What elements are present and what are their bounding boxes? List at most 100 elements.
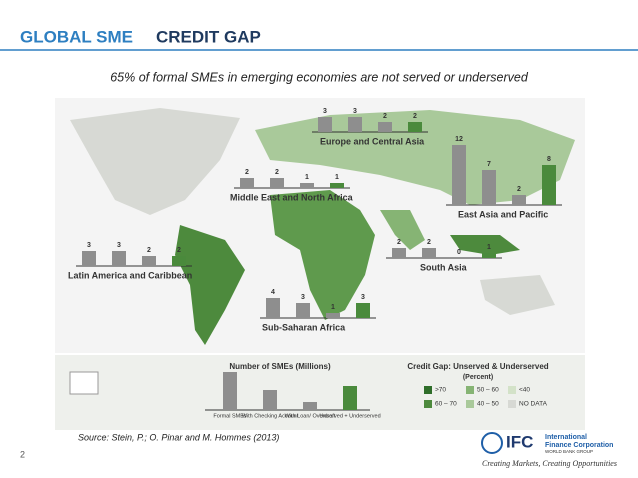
region-bar	[270, 178, 284, 188]
value-label: 3	[301, 294, 305, 301]
gap-swatch	[466, 386, 474, 394]
sme-legend-title: Number of SMEs (Millions)	[229, 362, 331, 371]
region-bar	[378, 122, 392, 132]
value-label: 3	[117, 242, 121, 249]
value-label: 1	[487, 244, 491, 251]
region-bar	[326, 313, 340, 318]
value-label: 2	[177, 247, 181, 254]
region-bar	[240, 178, 254, 188]
value-label: 1	[331, 304, 335, 311]
gap-label: 40 – 50	[477, 401, 499, 408]
title-rest: CREDIT GAP	[156, 27, 261, 46]
subtitle: 65% of formal SMEs in emerging economies…	[110, 70, 529, 84]
region-name: Middle East and North Africa	[230, 192, 354, 202]
region-bar	[82, 251, 96, 266]
logo-mark: IFC	[506, 432, 533, 451]
gap-legend-unit: (Percent)	[463, 374, 493, 381]
region-name: Europe and Central Asia	[320, 136, 425, 146]
region-bar	[392, 248, 406, 258]
legend-bg	[55, 355, 585, 430]
region-bar	[266, 298, 280, 318]
gap-swatch	[466, 400, 474, 408]
region-name: Latin America and Caribbean	[68, 270, 192, 280]
logo-tagline: Creating Markets, Creating Opportunities	[482, 459, 617, 468]
region-bar	[112, 251, 126, 266]
region-bar	[452, 145, 466, 205]
region-name: Sub-Saharan Africa	[262, 322, 346, 332]
logo-globe	[481, 432, 503, 454]
value-label: 2	[275, 169, 279, 176]
australia	[480, 275, 555, 315]
sme-category: Unserved + Underserved	[319, 413, 380, 419]
region-name: East Asia and Pacific	[458, 209, 548, 219]
map	[55, 98, 585, 353]
region-bar	[172, 256, 186, 266]
region-bar	[422, 248, 436, 258]
gap-items: >70 50 – 60 <40 60 – 70 40 – 50 NO DATA	[424, 386, 548, 408]
ifc-logo: IFC International Finance Corporation WO…	[481, 432, 617, 468]
value-label: 2	[383, 113, 387, 120]
page-number: 2	[20, 449, 25, 459]
logo-name-2: Finance Corporation	[545, 442, 613, 449]
value-label: 2	[397, 239, 401, 246]
region-name: South Asia	[420, 262, 468, 272]
region-bar	[482, 170, 496, 205]
south-asia-land	[380, 210, 425, 250]
region-bar	[482, 253, 496, 258]
south-america	[175, 225, 245, 345]
gap-swatch	[424, 386, 432, 394]
gap-swatch	[424, 400, 432, 408]
region-bar	[300, 183, 314, 188]
north-america	[70, 108, 240, 215]
value-label: 8	[547, 156, 551, 163]
region-bar	[318, 117, 332, 132]
region-bar	[296, 303, 310, 318]
gap-label: <40	[519, 387, 530, 394]
sme-category: With Loan/ Overdraft	[285, 413, 336, 419]
sme-legend-bar	[343, 386, 357, 410]
value-label: 3	[361, 294, 365, 301]
value-label: 4	[271, 289, 275, 296]
value-label: 7	[487, 161, 491, 168]
southeast-asia	[450, 235, 520, 255]
value-label: 2	[245, 169, 249, 176]
sme-legend-bar	[263, 390, 277, 410]
region-bar	[408, 122, 422, 132]
region-bar	[348, 117, 362, 132]
sme-category: With Checking Account	[242, 413, 299, 419]
gap-label: 60 – 70	[435, 401, 457, 408]
value-label: 3	[87, 242, 91, 249]
sme-legend-bar	[223, 372, 237, 410]
region-bar	[330, 183, 344, 188]
gap-label: >70	[435, 387, 446, 394]
title-highlight: GLOBAL SME	[20, 27, 133, 46]
gap-swatch	[508, 386, 516, 394]
value-label: 3	[353, 108, 357, 115]
logo-group: WORLD BANK GROUP	[545, 449, 593, 454]
region-bar	[542, 165, 556, 205]
gap-swatch	[508, 400, 516, 408]
source: Source: Stein, P.; O. Pinar and M. Homme…	[78, 432, 279, 442]
sme-category: Formal SMEs	[213, 413, 247, 419]
legend-panel: Number of SMEs (Millions) Formal SMEsWit…	[55, 355, 585, 430]
region-bar	[512, 195, 526, 205]
gap-legend-title: Credit Gap: Unserved & Underserved	[407, 362, 548, 371]
gap-label: NO DATA	[519, 401, 548, 408]
africa	[270, 190, 375, 320]
value-label: 3	[323, 108, 327, 115]
value-label: 1	[335, 174, 339, 181]
gap-label: 50 – 60	[477, 387, 499, 394]
credit-box	[69, 371, 99, 395]
value-label: 1	[305, 174, 309, 181]
region-bar	[142, 256, 156, 266]
value-label: 12	[455, 136, 463, 143]
value-label: 2	[427, 239, 431, 246]
value-label: 2	[413, 113, 417, 120]
sme-legend-bar	[303, 402, 317, 410]
region-bar	[356, 303, 370, 318]
logo-name-1: International	[545, 434, 587, 441]
value-label: 2	[517, 186, 521, 193]
value-label: 0	[457, 249, 461, 256]
